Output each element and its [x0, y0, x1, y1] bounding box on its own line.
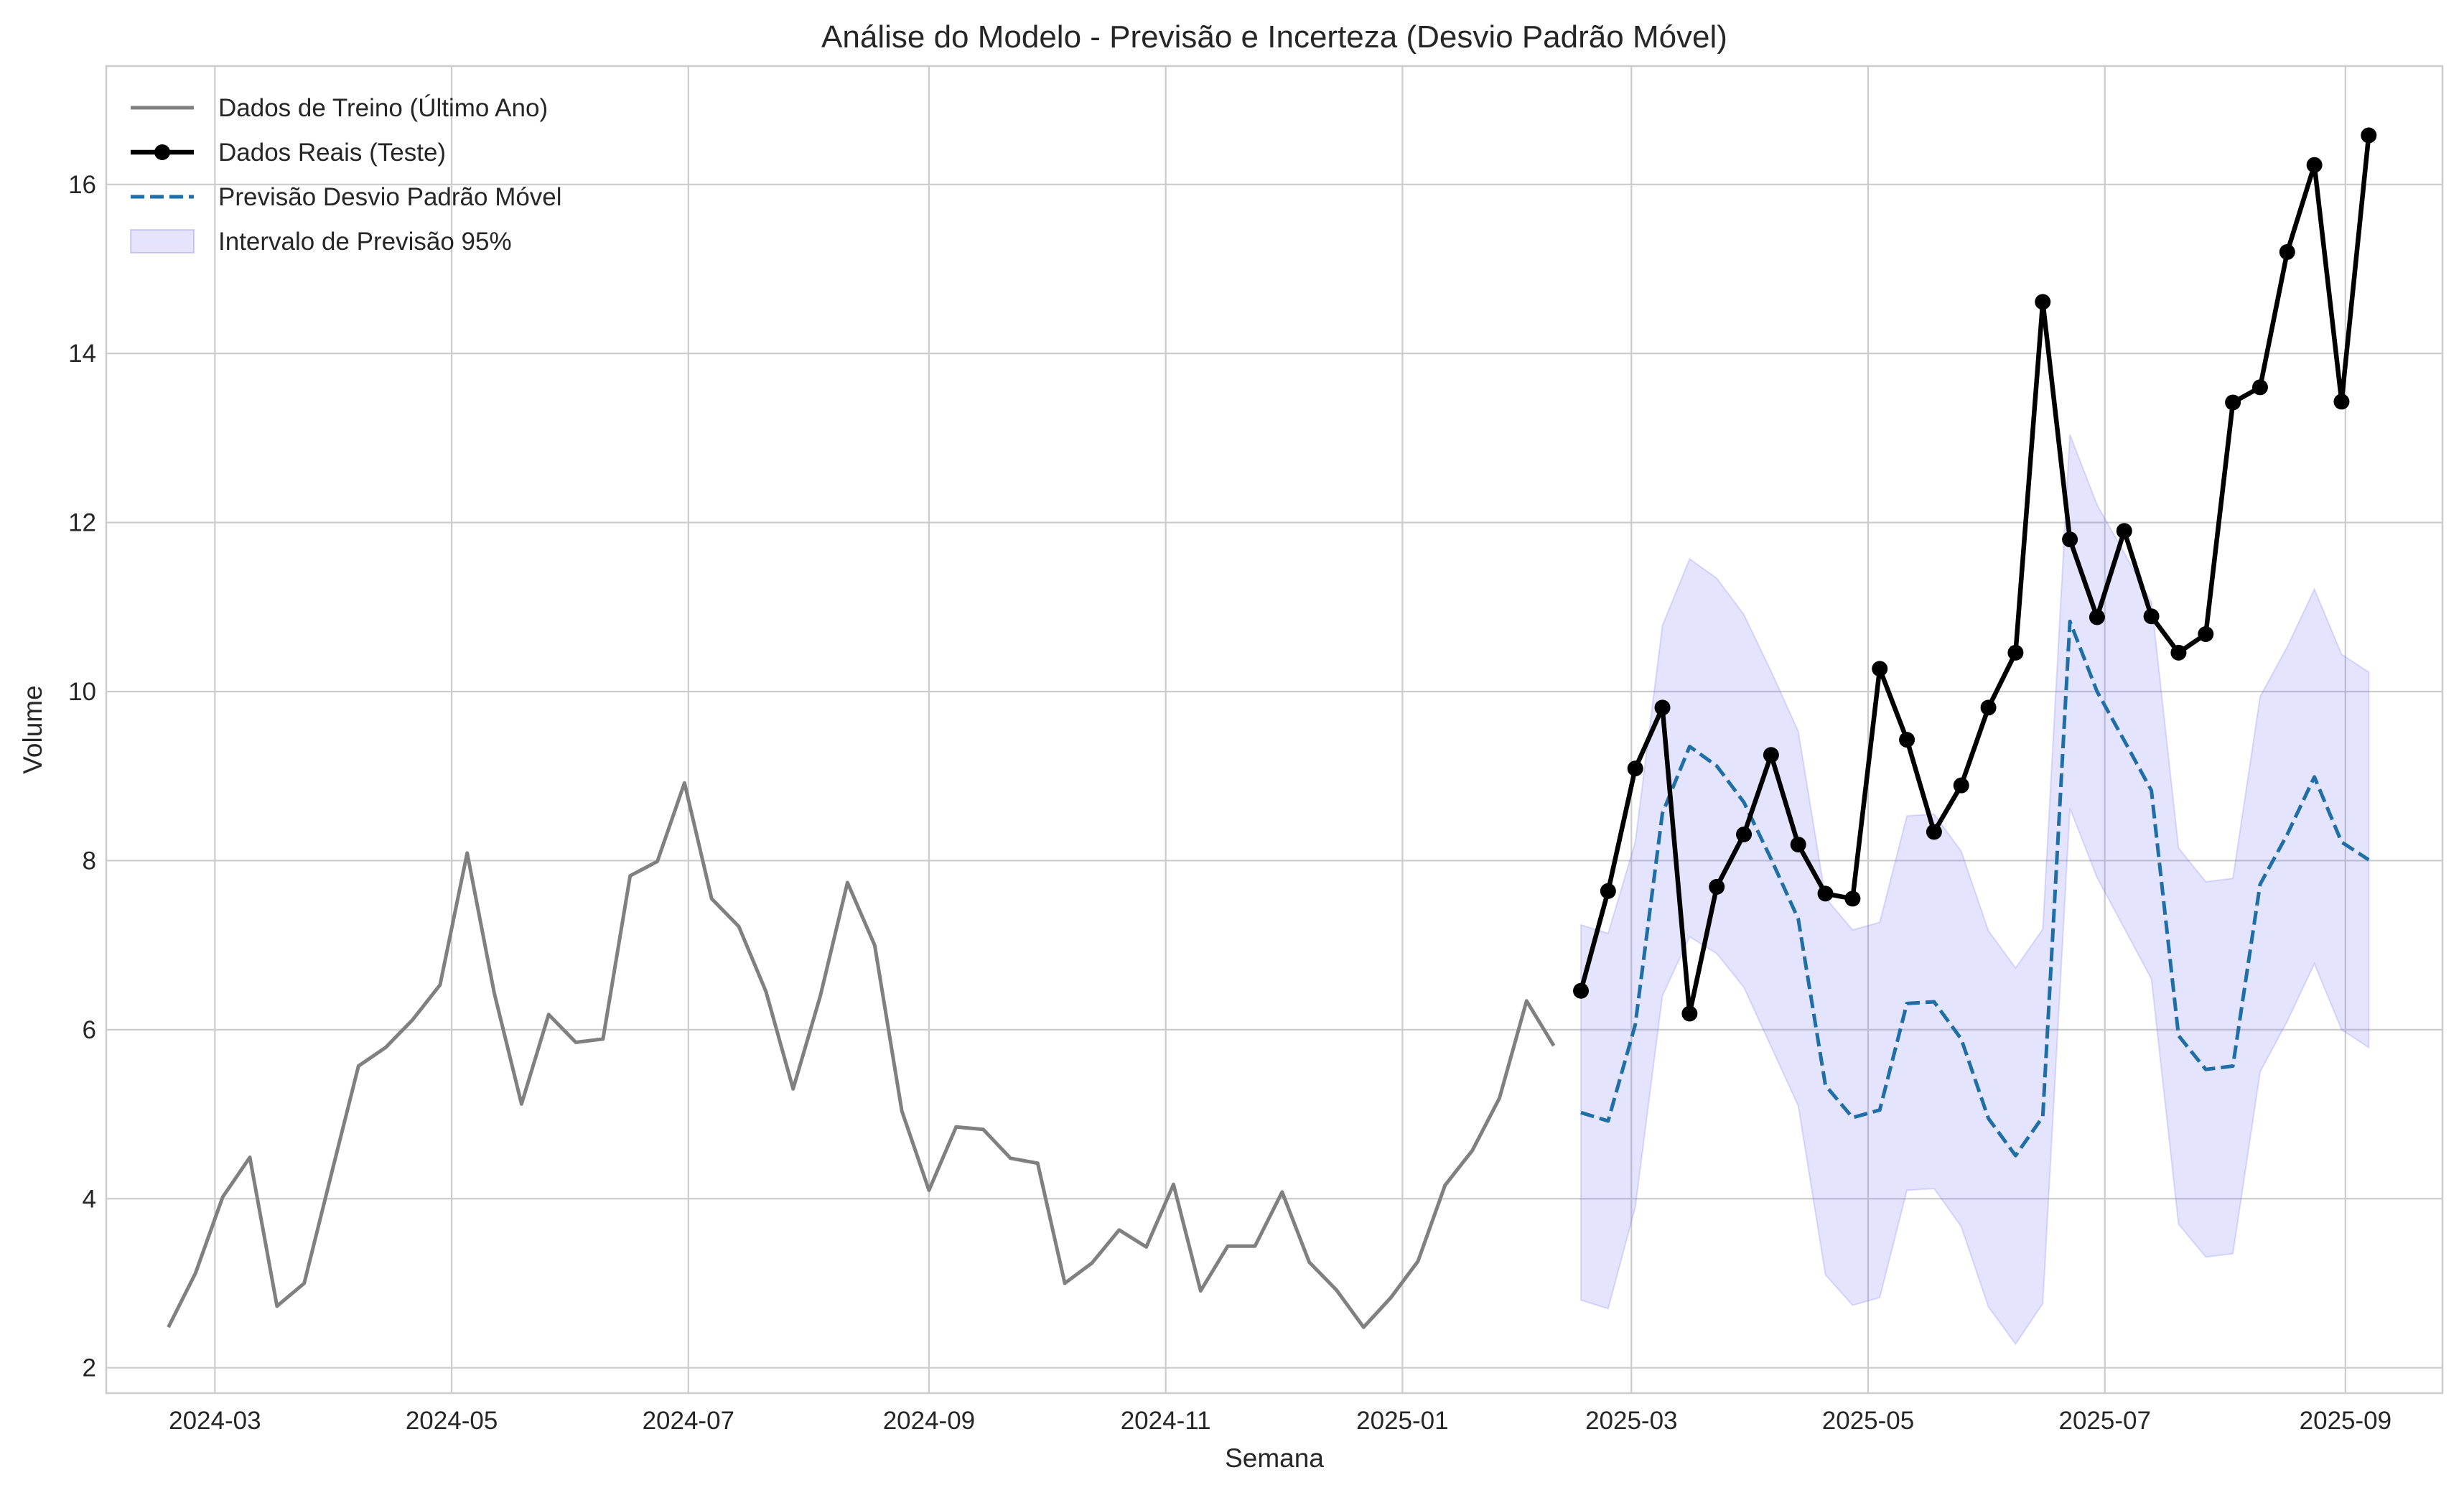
- actual-data-point: [2062, 531, 2078, 548]
- grid: [106, 66, 2442, 1393]
- y-tick-label: 14: [68, 340, 96, 368]
- tick-labels: 2024-03 2024-05 2024-07 2024-09 2024-11 2025-…: [68, 171, 2391, 1435]
- actual-data-point: [2306, 157, 2323, 173]
- actual-data-point: [1926, 824, 1942, 840]
- x-tick-label: 2024-07: [643, 1407, 734, 1435]
- x-axis-label: Semana: [1225, 1443, 1324, 1473]
- actual-data-point: [1844, 890, 1861, 907]
- actual-data-point: [1627, 760, 1643, 777]
- y-axis-label: Volume: [18, 685, 47, 773]
- actual-data-point: [2170, 644, 2187, 661]
- actual-data-point: [1790, 837, 1806, 853]
- legend-swatch-interval: [130, 229, 195, 253]
- y-tick-label: 10: [68, 678, 96, 706]
- training-data-line: [167, 781, 1556, 1329]
- actual-data-point: [1709, 878, 1725, 895]
- actual-data-point: [2198, 625, 2214, 642]
- series-layer: [167, 619, 2370, 1329]
- actual-data-point: [1763, 747, 1779, 763]
- prediction-interval-layer: [1580, 434, 2370, 1346]
- chart-title: Análise do Modelo - Previsão e Incerteza…: [821, 19, 1727, 55]
- prediction-interval-band: [1580, 434, 2370, 1346]
- actual-data-point: [1953, 777, 1969, 794]
- actual-data-point: [1600, 883, 1616, 899]
- legend-swatch-actual-marker: [154, 144, 170, 160]
- actual-data-point: [2089, 609, 2105, 625]
- y-tick-label: 8: [83, 847, 96, 875]
- actual-data-point: [1681, 1005, 1698, 1022]
- y-tick-label: 6: [83, 1016, 96, 1044]
- actual-data-point: [2225, 394, 2241, 411]
- actual-data-point: [1573, 982, 1590, 999]
- y-tick-label: 12: [68, 509, 96, 537]
- actual-data-point: [2279, 243, 2295, 260]
- y-tick-label: 4: [83, 1185, 96, 1213]
- actual-data-point: [1980, 699, 1997, 716]
- legend-entry-label: Dados Reais (Teste): [218, 139, 446, 167]
- y-tick-label: 2: [83, 1354, 96, 1382]
- actual-data-point: [1817, 885, 1834, 902]
- actual-data-point: [2251, 379, 2268, 396]
- x-tick-label: 2024-09: [883, 1407, 975, 1435]
- actual-data-point: [1736, 826, 1753, 842]
- actual-data-point: [2143, 608, 2160, 625]
- actual-data-point: [2035, 294, 2051, 310]
- x-tick-label: 2025-05: [1822, 1407, 1914, 1435]
- x-tick-label: 2024-11: [1121, 1407, 1211, 1435]
- legend-entry-label: Intervalo de Previsão 95%: [218, 228, 512, 256]
- x-tick-label: 2025-01: [1356, 1407, 1448, 1435]
- x-tick-label: 2025-03: [1585, 1407, 1677, 1435]
- actual-data-point: [1654, 699, 1671, 716]
- x-tick-label: 2025-09: [2300, 1407, 2391, 1435]
- legend-entry-label: Previsão Desvio Padrão Móvel: [218, 183, 562, 211]
- y-tick-label: 16: [68, 171, 96, 199]
- marker-layer: [1573, 127, 2377, 1022]
- actual-data-point: [2116, 523, 2132, 539]
- x-tick-label: 2024-03: [169, 1407, 261, 1435]
- actual-data-point: [1872, 661, 1888, 677]
- legend: Dados de Treino (Último Ano) Dados Reais …: [130, 94, 562, 256]
- plot-frame: [105, 65, 2444, 1395]
- actual-data-point: [2333, 394, 2350, 410]
- actual-data-point: [1899, 732, 1915, 748]
- x-tick-label: 2025-07: [2059, 1407, 2151, 1435]
- actual-data-point: [2361, 127, 2377, 144]
- forecast-line: [1580, 619, 2370, 1158]
- legend-entry-label: Dados de Treino (Último Ano): [218, 94, 548, 122]
- x-tick-label: 2024-05: [406, 1407, 498, 1435]
- actual-data-point: [2007, 644, 2024, 661]
